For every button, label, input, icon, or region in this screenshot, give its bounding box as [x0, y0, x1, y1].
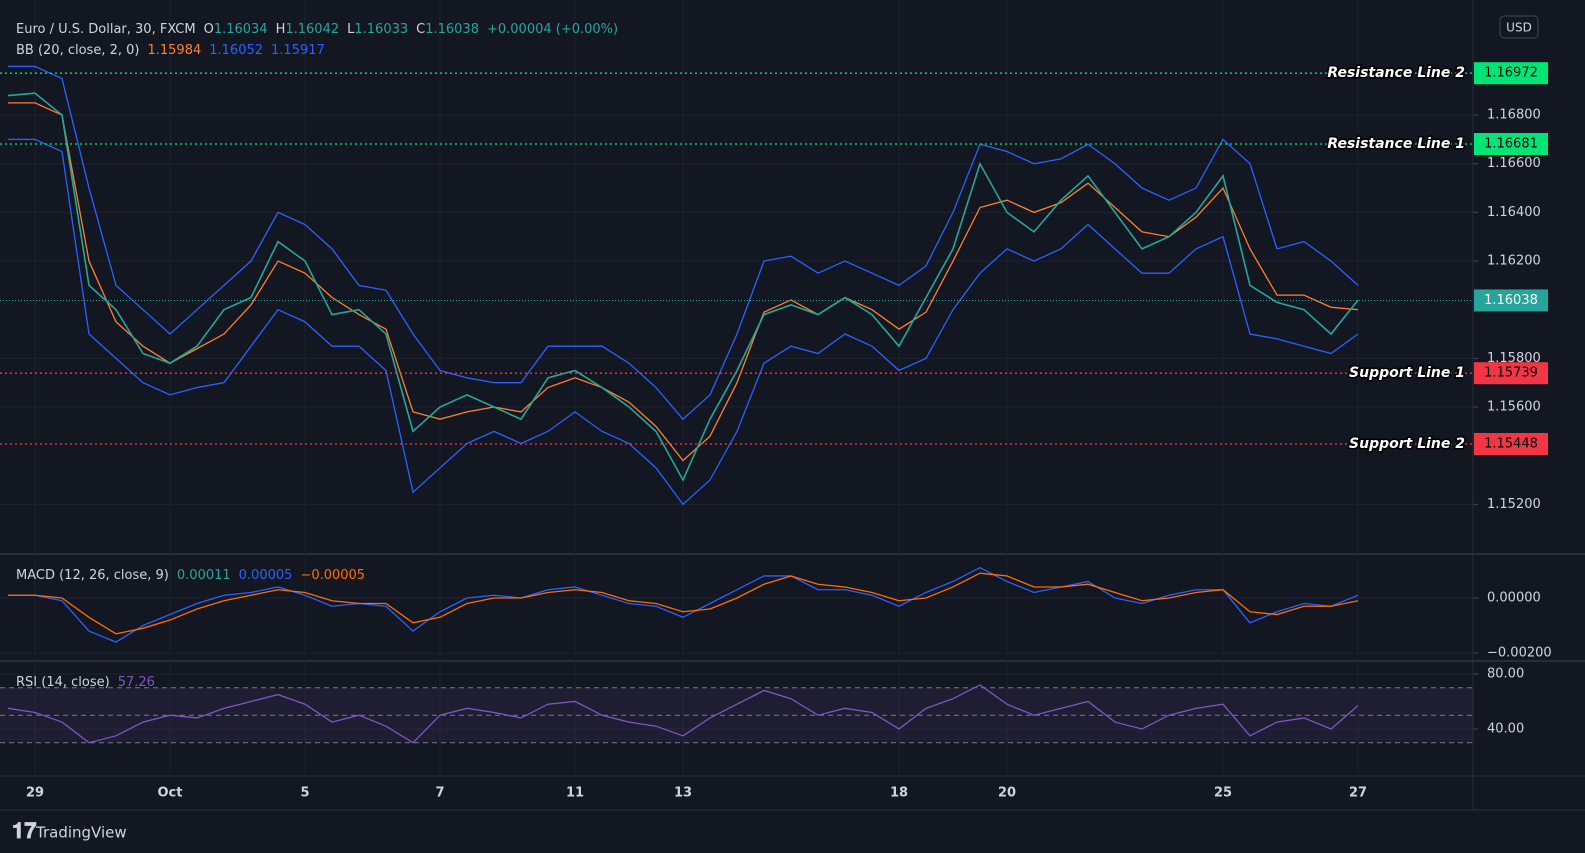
- symbol: Euro / U.S. Dollar, 30, FXCM: [16, 22, 196, 37]
- x-tick-label: 5: [300, 786, 309, 801]
- level-label: Resistance Line 1: [1327, 136, 1465, 152]
- x-tick-label: Oct: [158, 786, 183, 801]
- y-tick-label: 1.16600: [1487, 156, 1541, 171]
- x-tick-label: 13: [674, 786, 692, 801]
- last-price-tag: [1474, 289, 1548, 312]
- ohlc-value: 1.16034: [214, 22, 268, 37]
- indicator-legend: MACD (12, 26, close, 9) 0.00011 0.00005 −0.…: [16, 568, 365, 583]
- y-tick-label: 1.15600: [1487, 400, 1541, 415]
- series-line: [7, 92, 1359, 482]
- level-tag-label: 1.15448: [1484, 437, 1538, 452]
- legend-value: 57.26: [118, 675, 155, 690]
- level-tag: [1474, 433, 1548, 455]
- indicator-title: RSI (14, close): [16, 675, 110, 690]
- level-tag-label: 1.16681: [1484, 137, 1538, 152]
- indicator-title: MACD (12, 26, close, 9): [16, 568, 169, 583]
- series-line: [8, 572, 1359, 635]
- y-tick-label: −0.00200: [1487, 646, 1552, 661]
- y-tick-label: 40.00: [1487, 721, 1524, 736]
- y-tick-label: 1.16200: [1487, 254, 1541, 269]
- legend-value: −0.00005: [300, 568, 365, 583]
- level-tag: [1474, 362, 1548, 385]
- logo-mark: 𝟏𝟕: [12, 819, 37, 844]
- ohlc-key: O: [204, 22, 214, 37]
- plot: 1.15200 1.15600 1.15800 1.16200 1.16400 1.166…: [0, 0, 1552, 801]
- currency-box[interactable]: [1499, 15, 1539, 39]
- level-label: Resistance Line 2: [1327, 65, 1465, 81]
- header: Euro / U.S. Dollar, 30, FXCM O1.16034 H1.1…: [16, 22, 618, 37]
- legend-value: 0.00005: [239, 568, 293, 583]
- legend-value: 1.15984: [147, 43, 201, 58]
- series-line: [8, 102, 1359, 462]
- ohlc-key: C: [416, 22, 425, 37]
- last-price-label: 1.16038: [1484, 293, 1538, 308]
- x-tick-label: 11: [566, 786, 584, 801]
- level-tag: [1474, 62, 1548, 85]
- brand[interactable]: TradingView: [35, 824, 127, 842]
- currency[interactable]: USD: [1506, 21, 1532, 35]
- level-tag-label: 1.15739: [1484, 366, 1538, 381]
- x-tick-label: 27: [1349, 786, 1367, 801]
- indicator-title: BB (20, close, 2, 0): [16, 43, 139, 58]
- series-line: [8, 138, 1359, 506]
- y-tick-label: 1.16800: [1487, 108, 1541, 123]
- level-tag: [1474, 133, 1548, 156]
- ohlc-key: H: [276, 22, 286, 37]
- legend-value: 1.15917: [271, 43, 325, 58]
- x-tick-label: 20: [998, 786, 1016, 801]
- series-line: [8, 65, 1359, 421]
- level-tag-label: 1.16972: [1484, 66, 1538, 81]
- legend-value: 0.00011: [177, 568, 231, 583]
- y-tick-label: 1.15200: [1487, 497, 1541, 512]
- level-label: Support Line 1: [1349, 365, 1465, 381]
- y-tick-label: 1.16400: [1487, 205, 1541, 220]
- indicator-legend: RSI (14, close) 57.26: [16, 675, 155, 690]
- ohlc-key: L: [347, 22, 355, 37]
- level-label: Support Line 2: [1349, 436, 1465, 452]
- legend-value: 1.16052: [209, 43, 263, 58]
- ohlc-value: 1.16033: [354, 22, 408, 37]
- y-tick-label: 0.00000: [1487, 590, 1541, 605]
- x-tick-label: 25: [1214, 786, 1232, 801]
- ohlc-value: 1.16038: [425, 22, 479, 37]
- x-tick-label: 7: [435, 786, 444, 801]
- ohlc-value: 1.16042: [285, 22, 339, 37]
- indicator-legend: BB (20, close, 2, 0) 1.15984 1.16052 1.1591…: [16, 43, 325, 58]
- change: +0.00004 (+0.00%): [487, 22, 618, 37]
- series-line: [8, 566, 1359, 643]
- x-tick-label: 29: [26, 786, 44, 801]
- y-tick-label: 80.00: [1487, 666, 1524, 681]
- y-tick-label: 1.15800: [1487, 351, 1541, 366]
- x-tick-label: 18: [890, 786, 908, 801]
- series-line: [7, 684, 1359, 744]
